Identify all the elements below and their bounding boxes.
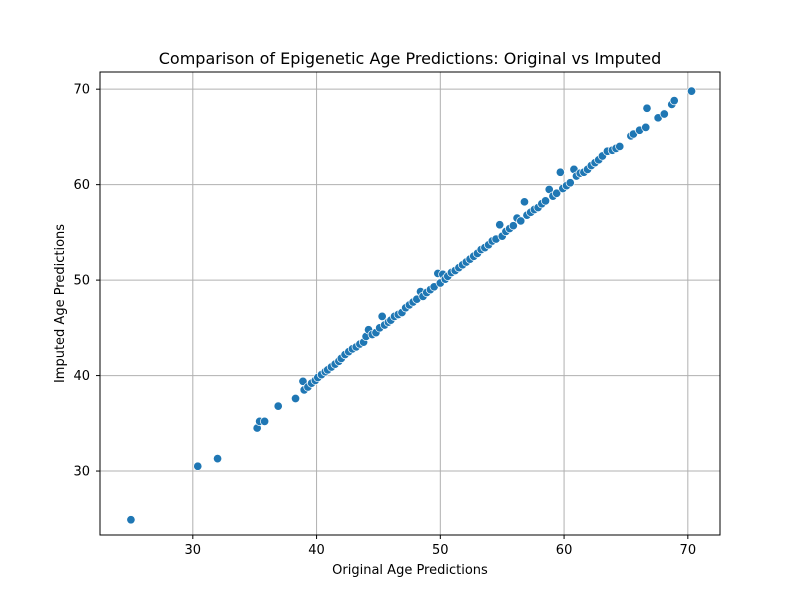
chart-title: Comparison of Epigenetic Age Predictions… <box>159 49 661 68</box>
scatter-point <box>290 393 301 404</box>
data-points <box>126 86 697 525</box>
scatter-point <box>669 96 679 106</box>
y-tick-label: 60 <box>73 178 90 193</box>
scatter-point <box>213 454 223 464</box>
scatter-point <box>193 461 203 471</box>
x-tick-label: 30 <box>185 543 202 558</box>
y-tick-label: 30 <box>73 465 90 480</box>
plot-frame <box>99 71 721 536</box>
y-tick-label: 70 <box>73 83 90 98</box>
scatter-point <box>686 86 697 96</box>
scatter-point <box>552 188 562 198</box>
scatter-point <box>273 401 283 411</box>
scatter-point <box>377 311 387 321</box>
scatter-point <box>659 109 669 119</box>
scatter-point <box>555 167 565 177</box>
scatter-point <box>565 178 575 188</box>
scatter-point <box>519 197 530 207</box>
axis-ticks: 30 40 50 60 70 30 40 50 60 70 <box>73 83 696 558</box>
scatter-point <box>540 196 551 206</box>
y-axis-label: Imputed Age Predictions <box>53 224 68 383</box>
x-tick-label: 50 <box>432 543 449 558</box>
scatter-point <box>298 376 308 386</box>
x-tick-label: 40 <box>308 543 325 558</box>
scatter-point <box>642 103 652 113</box>
x-tick-label: 70 <box>680 543 697 558</box>
scatter-point <box>260 416 270 426</box>
scatter-point <box>516 216 526 226</box>
scatter-point <box>641 122 651 132</box>
x-tick-label: 60 <box>556 543 573 558</box>
x-axis-label: Original Age Predictions <box>332 563 488 578</box>
scatter-point <box>126 515 136 525</box>
scatter-point <box>495 220 505 230</box>
scatter-point <box>508 221 518 231</box>
grid <box>100 72 720 535</box>
scatter-point <box>615 141 625 152</box>
y-tick-label: 40 <box>73 369 90 384</box>
y-tick-label: 50 <box>73 274 90 289</box>
